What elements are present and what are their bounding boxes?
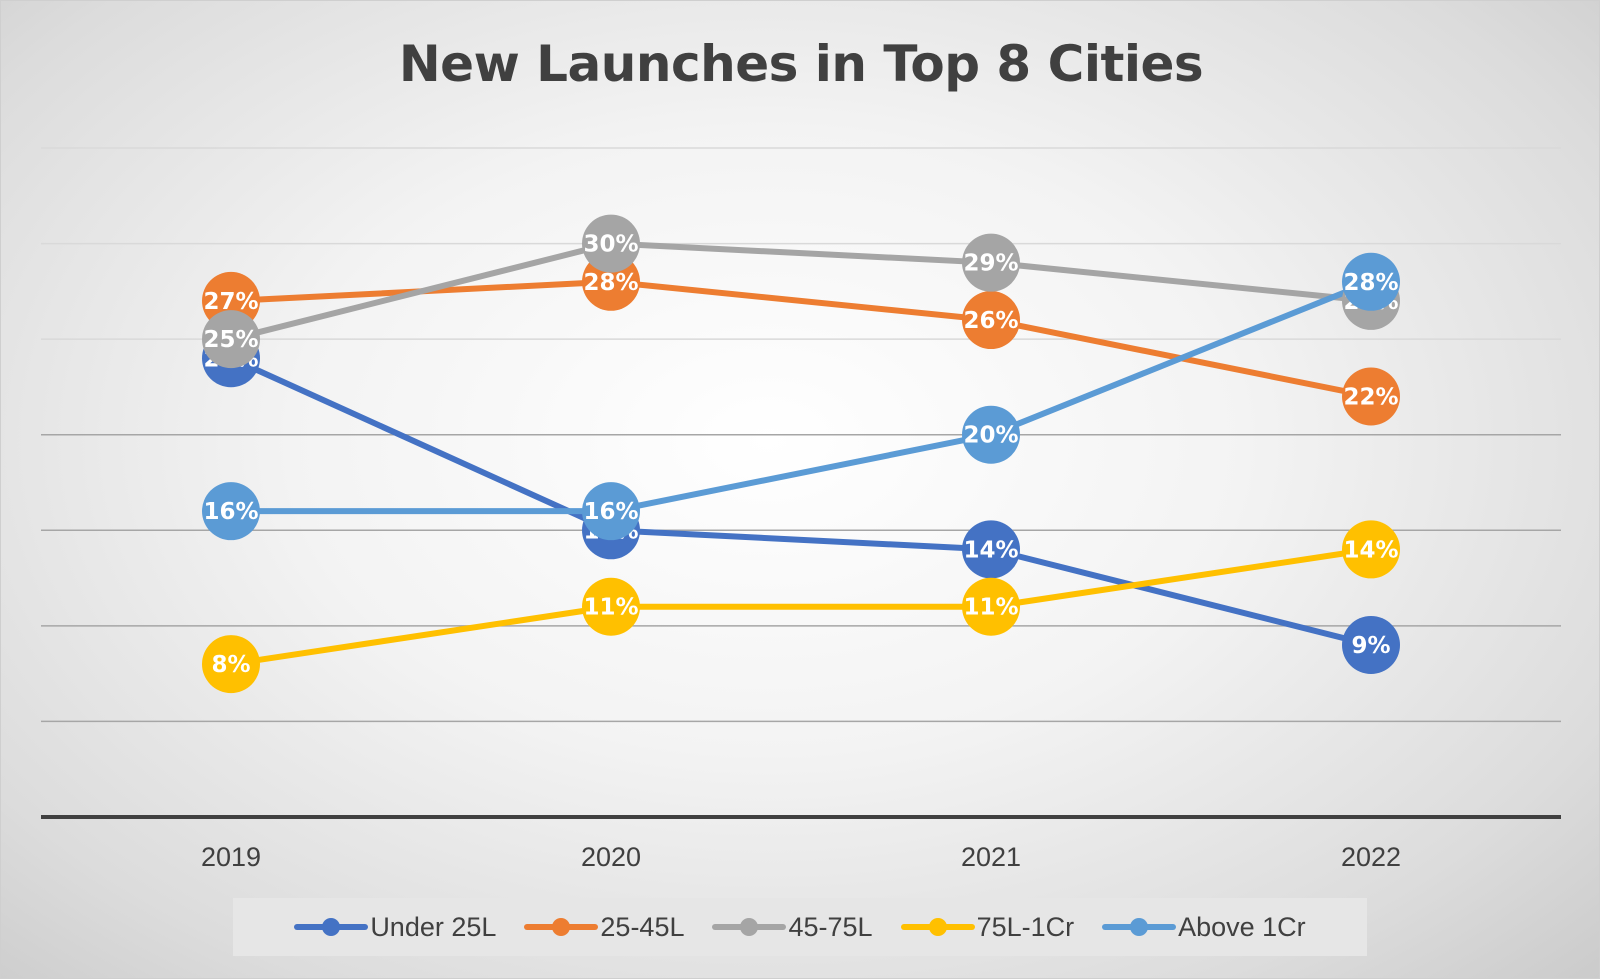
legend-label: 45-75L [788,911,873,942]
data-label-25-45l: 26% [963,308,1018,334]
legend-entry-under-25l: Under 25L [294,912,496,943]
legend-swatch-above-1cr [1102,918,1177,936]
data-point-under-25l [962,520,1020,579]
x-tick-label: 2021 [961,842,1021,872]
chart-title: New Launches in Top 8 Cities [398,35,1204,93]
legend-entry-75l-1cr: 75L-1Cr [900,911,1075,943]
data-label-above-1cr: 28% [1343,270,1398,296]
legend-label: 75L-1Cr [976,911,1075,942]
data-point-above-1cr [582,482,640,541]
legend-label: Under 25L [370,911,497,942]
data-label-75l-1cr: 11% [583,595,638,621]
x-tick-label: 2019 [201,842,261,872]
data-label-25-45l: 22% [1343,384,1398,410]
legend-entry-45-75l: 45-75L [712,911,873,943]
data-point-45-75l [962,233,1020,292]
legend: Under 25L 25-45L 45-75L 75L-1Cr Above 1Cr [233,898,1367,956]
legend-label: Above 1Cr [1178,911,1306,942]
data-label-45-75l: 25% [203,327,258,353]
marker-layer: 24%15%14%9%27%28%26%22%25%30%29%27%8%11%… [202,214,1400,694]
legend-swatch-75l-1cr [900,918,975,936]
data-point-45-75l [582,214,640,273]
legend-entry-25-45l: 25-45L [524,912,684,943]
legend-swatch-45-75l [712,918,787,936]
series-line-above-1cr [228,278,1374,515]
data-point-under-25l [1342,615,1400,674]
data-point-75l-1cr [1342,520,1400,579]
legend-swatch-under-25l [294,918,369,936]
data-label-75l-1cr: 11% [963,595,1018,621]
series-layer [228,240,1374,668]
x-axis: 2019 2020 2021 2022 [41,815,1561,872]
legend-swatch-25-45l [524,918,599,936]
data-label-45-75l: 29% [963,251,1018,277]
legend-entry-above-1cr: Above 1Cr [1102,912,1306,943]
data-label-45-75l: 30% [583,232,638,258]
x-tick-label: 2022 [1341,842,1401,872]
data-point-above-1cr [202,482,260,541]
data-point-25-45l [1342,367,1400,426]
x-tick-label: 2020 [581,842,641,872]
data-point-75l-1cr [202,635,260,694]
data-point-75l-1cr [962,577,1020,636]
data-label-above-1cr: 16% [203,499,258,525]
data-label-75l-1cr: 14% [1343,537,1398,563]
data-point-75l-1cr [582,577,640,636]
series-line-75l-1cr [228,546,1374,668]
data-point-25-45l [962,291,1020,350]
data-label-under-25l: 14% [963,537,1018,563]
data-label-above-1cr: 20% [963,423,1018,449]
series-line-under-25l [228,355,1374,648]
legend-label: 25-45L [600,911,685,942]
data-label-25-45l: 28% [583,270,638,296]
data-point-above-1cr [1342,252,1400,311]
data-point-above-1cr [962,405,1020,464]
series-line-45-75l [228,240,1374,343]
gridlines [41,147,1561,723]
data-label-above-1cr: 16% [583,499,638,525]
data-point-45-75l [202,310,260,369]
data-label-under-25l: 9% [1351,633,1390,659]
data-label-75l-1cr: 8% [211,652,250,678]
